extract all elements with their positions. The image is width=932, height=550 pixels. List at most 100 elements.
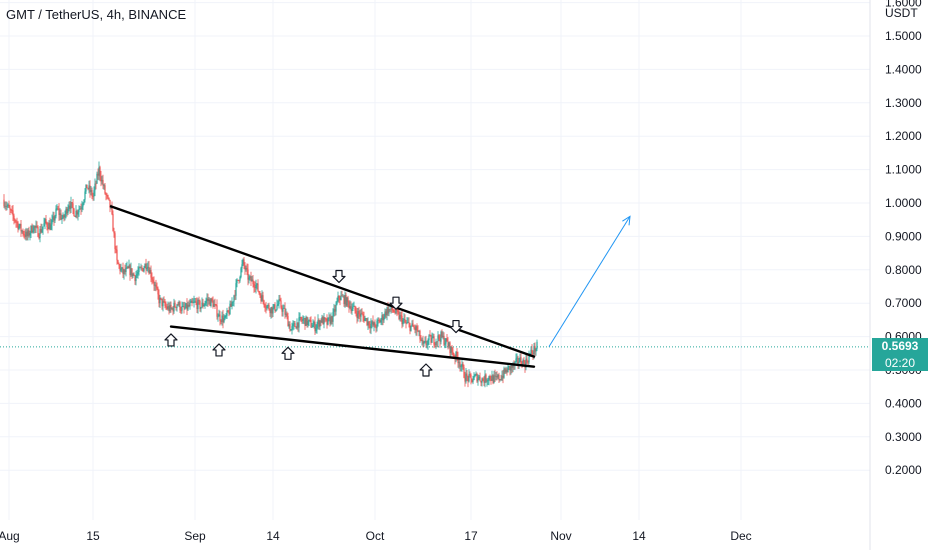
candle-body (399, 315, 401, 320)
candle-body (295, 326, 297, 329)
candle-body (313, 321, 315, 325)
candle-body (13, 215, 15, 220)
candle-body (72, 203, 74, 209)
candle-body (151, 277, 153, 280)
candle-body (390, 305, 392, 310)
candle-body (495, 376, 497, 377)
candle-body (310, 320, 312, 328)
candle-body (14, 219, 16, 222)
candle-body (15, 221, 17, 223)
candle-body (293, 323, 295, 325)
candle-body (348, 301, 350, 308)
time-axis-labels[interactable]: Aug 15 Sep 14 Oct 17 Nov 14 Dec (0, 529, 752, 543)
candle-body (262, 295, 264, 301)
candle-body (488, 376, 490, 381)
candle-body (66, 208, 68, 214)
candle-body (274, 304, 276, 312)
candle-body (111, 205, 113, 215)
candle-body (199, 301, 201, 310)
candle-body (534, 346, 536, 352)
candle-body (398, 312, 400, 320)
candle-body (230, 303, 232, 307)
candle-body (148, 266, 150, 274)
candle-body (311, 327, 313, 328)
candle-body (403, 319, 405, 320)
candle-body (136, 274, 138, 276)
candle-body (388, 308, 390, 314)
candle-body (498, 374, 500, 380)
candle-body (450, 346, 452, 354)
candle-body (301, 319, 303, 321)
price-tick-label: 1.3000 (885, 96, 922, 110)
candle-body (206, 298, 208, 301)
price-axis-labels[interactable]: 1.6000 1.5000 1.4000 1.3000 1.2000 1.1000 1.00… (885, 0, 922, 477)
candle-body (316, 324, 318, 328)
candle-body (58, 209, 60, 215)
candle-body (257, 283, 259, 292)
candle-body (149, 270, 151, 274)
candle-body (240, 268, 242, 277)
candle-body (386, 307, 388, 316)
candle-body (468, 374, 470, 382)
candle-body (144, 263, 146, 268)
candle-body (195, 301, 197, 303)
candle-body (79, 208, 81, 210)
candle-body (190, 300, 192, 303)
candle-body (209, 299, 211, 307)
candle-body (91, 189, 93, 197)
candle-body (443, 335, 445, 345)
candle-body (223, 318, 225, 323)
candle-body (32, 230, 34, 233)
wedge-trendline[interactable] (169, 325, 536, 368)
candle-body (180, 310, 182, 312)
candle-body (119, 265, 121, 271)
chart-title: GMT / TetherUS, 4h, BINANCE (6, 7, 187, 22)
candle-body (196, 302, 198, 310)
candle-body (279, 299, 281, 301)
candle-body (373, 322, 375, 326)
candle-body (52, 216, 54, 220)
candle-body (141, 267, 143, 269)
candle-body (39, 228, 41, 239)
candle-body (236, 279, 238, 284)
candle-body (484, 374, 486, 383)
candle-body (456, 351, 458, 358)
wedge-trendline[interactable] (109, 205, 536, 358)
candle-body (269, 309, 271, 314)
candle-body (358, 311, 360, 314)
candle-body (8, 204, 10, 208)
candle-body (372, 321, 374, 326)
price-tick-label: 1.2000 (885, 129, 922, 143)
price-tick-label: 1.6000 (885, 0, 922, 10)
candle-body (69, 205, 71, 209)
last-price-badge: 0.5693 (872, 337, 928, 355)
candle-body (299, 317, 301, 318)
candle-body (163, 301, 165, 302)
candle-body (486, 380, 488, 382)
candle-body (364, 318, 366, 322)
candle-body (165, 305, 167, 307)
candle-body (227, 310, 229, 312)
candle-body (134, 275, 136, 282)
candle-body (475, 374, 477, 375)
candle-body (204, 303, 206, 306)
candle-body (243, 259, 245, 266)
candle-body (278, 299, 280, 305)
time-tick-label: Dec (730, 529, 751, 543)
candle-body (346, 297, 348, 306)
projection-arrow[interactable] (548, 216, 631, 347)
price-tick-label: 1.4000 (885, 62, 922, 76)
candle-body (213, 304, 215, 307)
candle-body (404, 319, 406, 323)
candle-body (324, 317, 326, 319)
candle-body (423, 341, 425, 344)
candle-body (298, 317, 300, 328)
candle-body (7, 204, 9, 206)
candle-body (219, 314, 221, 321)
candle-body (133, 273, 135, 276)
candle-body (103, 185, 105, 187)
candle-body (145, 263, 147, 270)
candle-body (406, 322, 408, 324)
